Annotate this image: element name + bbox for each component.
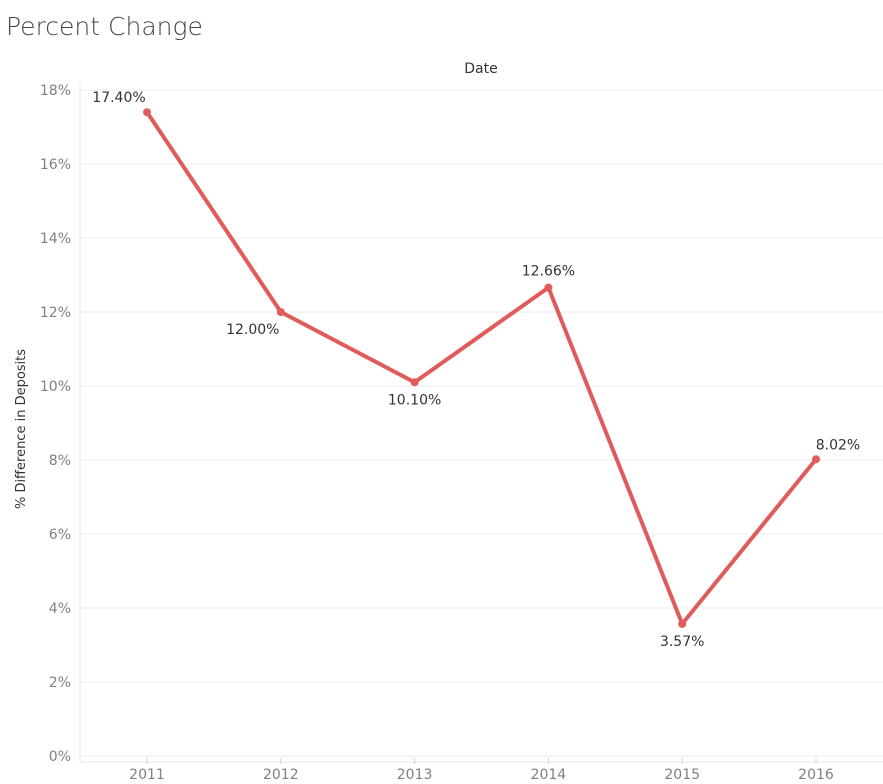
y-tick-label: 2% — [49, 675, 71, 691]
data-label: 12.00% — [226, 322, 279, 338]
y-tick-label: 0% — [49, 749, 71, 765]
x-tick-label: 2016 — [798, 767, 834, 783]
x-tick-label: 2013 — [397, 767, 433, 783]
data-point[interactable] — [143, 108, 151, 117]
x-tick-label: 2011 — [129, 767, 165, 783]
data-label: 8.02% — [816, 437, 860, 453]
data-point[interactable] — [410, 378, 419, 387]
data-point[interactable] — [678, 619, 687, 628]
y-tick-label: 16% — [40, 157, 71, 173]
data-label: 10.10% — [388, 392, 441, 408]
y-tick-label: 6% — [49, 527, 71, 543]
y-tick-label: 10% — [40, 379, 71, 395]
data-label: 17.40% — [92, 90, 145, 106]
data-point[interactable] — [276, 308, 285, 316]
x-tick-label: 2015 — [664, 767, 700, 783]
x-tick-label: 2014 — [531, 767, 567, 783]
x-tick-label: 2012 — [263, 767, 299, 783]
y-tick-label: 14% — [40, 231, 71, 247]
series-line — [145, 110, 818, 626]
y-tick-label: 12% — [40, 305, 71, 321]
y-tick-label: 4% — [49, 601, 71, 617]
data-point[interactable] — [812, 455, 820, 464]
y-tick-label: 18% — [40, 83, 71, 99]
chart-title: Percent Change — [6, 12, 203, 41]
x-axis-title: Date — [464, 61, 497, 77]
data-label: 3.57% — [660, 634, 704, 650]
data-point[interactable] — [544, 283, 553, 292]
y-tick-label: 8% — [49, 453, 71, 469]
y-axis-title: % Difference in Deposits — [14, 349, 29, 509]
data-label: 12.66% — [522, 264, 575, 280]
